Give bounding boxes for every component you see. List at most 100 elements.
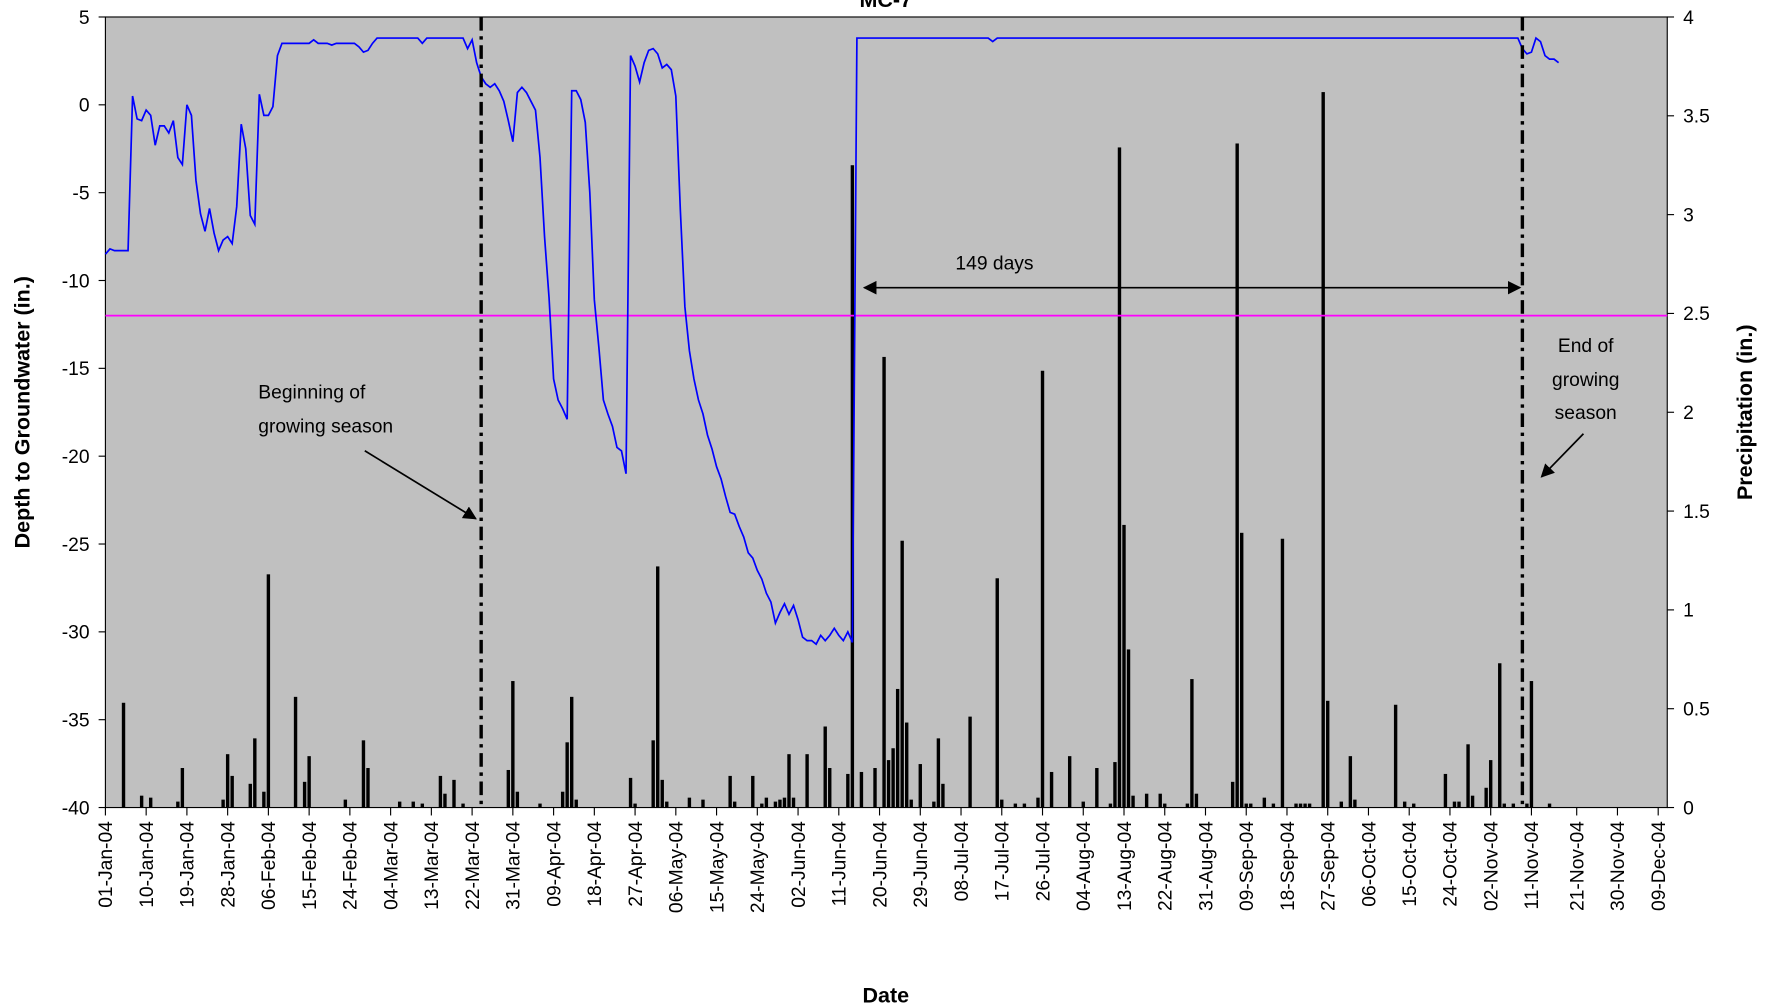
x-tick-label: 30-Nov-04 (1608, 821, 1629, 911)
bar (760, 803, 764, 808)
bar (1452, 801, 1457, 808)
x-tick-label: 18-Sep-04 (1278, 821, 1299, 911)
bar (1190, 679, 1194, 808)
bar (905, 722, 909, 808)
bar (511, 681, 515, 808)
y-tick-label: 0 (79, 96, 90, 117)
bar (1298, 803, 1303, 808)
bar (366, 768, 370, 808)
y-tick-label: -5 (72, 183, 89, 204)
bar (859, 771, 864, 808)
bar (751, 775, 755, 808)
annotations: Beginning of growing season End of growi… (258, 254, 1619, 438)
bar (995, 578, 999, 808)
bar (1457, 801, 1461, 808)
bar (230, 775, 234, 808)
bar (538, 803, 542, 808)
bar (1126, 649, 1131, 808)
y-tick-label: -25 (62, 535, 90, 556)
bar (941, 783, 945, 808)
bar (882, 356, 886, 808)
bar (633, 803, 637, 808)
bar (687, 797, 692, 808)
bar (895, 688, 900, 808)
x-tick-label: 22-Mar-04 (463, 821, 484, 910)
plot-area (104, 16, 1668, 809)
y-axis-label: Depth to Groundwater (in.) (11, 276, 35, 548)
bar (886, 760, 891, 808)
x-tick-label: 15-Oct-04 (1400, 821, 1421, 907)
x-tick-label: 04-Aug-04 (1074, 821, 1095, 911)
bar (307, 756, 311, 808)
x-tick-label: 20-Jun-04 (870, 821, 891, 908)
bar (1511, 803, 1516, 808)
x-tick-label: 27-Sep-04 (1319, 821, 1340, 911)
x-tick-label: 15-May-04 (707, 821, 728, 913)
x-tick-label: 13-Aug-04 (1115, 821, 1136, 911)
chart-title: MC-7 (859, 0, 912, 12)
bar (1049, 771, 1054, 808)
x-tick-label: 15-Feb-04 (300, 821, 321, 910)
x-tick-label: 09-Sep-04 (1237, 821, 1258, 911)
bar (1244, 803, 1248, 808)
bar (343, 799, 348, 808)
bar (1348, 756, 1353, 808)
bar (764, 797, 769, 808)
bar (560, 791, 565, 808)
line (104, 36, 1560, 646)
bar (773, 801, 778, 808)
annotation-text: 149 days (955, 254, 1033, 275)
y2-tick-label: 2.5 (1683, 304, 1710, 325)
bar (1393, 704, 1398, 808)
arrow (364, 450, 477, 520)
bar (1547, 803, 1552, 808)
y2-tick-label: 1.5 (1683, 502, 1710, 523)
y2-tick-label: 4 (1683, 8, 1694, 29)
bar (900, 540, 904, 808)
x-tick-label: 04-Mar-04 (381, 821, 402, 910)
bar (1466, 744, 1470, 808)
bar (1249, 803, 1253, 808)
bar (411, 801, 415, 808)
bar (1412, 803, 1416, 808)
x-tick-label: 22-Aug-04 (1156, 821, 1177, 911)
y2-tick-label: 2 (1683, 403, 1694, 424)
y2-axis-label: Precipitation (in.) (1733, 324, 1757, 500)
annotation-text: season (1555, 403, 1617, 424)
x-tick-label: 06-May-04 (667, 821, 688, 913)
bar (438, 775, 443, 808)
x-tick-label: 31-Mar-04 (504, 821, 525, 910)
bar (570, 696, 574, 808)
bar (660, 779, 664, 808)
bar (221, 799, 225, 808)
x-tick-label: 11-Nov-04 (1522, 821, 1543, 910)
bar (1326, 700, 1330, 808)
x-tick-label: 09-Dec-04 (1649, 821, 1670, 911)
bar (506, 769, 511, 808)
bar (225, 754, 230, 808)
bar (461, 803, 465, 808)
bar (1443, 773, 1448, 808)
bar (1158, 793, 1162, 808)
bar (1095, 768, 1099, 808)
x-tick-label: 21-Nov-04 (1568, 821, 1589, 911)
y-tick-label: -15 (62, 359, 90, 380)
x-tick-label: 27-Apr-04 (626, 821, 647, 907)
y-tick-label: -35 (62, 710, 90, 731)
bar (361, 740, 366, 808)
y-tick-label: 5 (79, 8, 90, 29)
y2-tick-label: 3.5 (1683, 107, 1710, 128)
bar (909, 799, 913, 808)
y2-tick-label: 0 (1683, 798, 1694, 819)
bar (651, 740, 655, 808)
bar (148, 797, 153, 808)
bar (1000, 799, 1004, 808)
bar (1163, 803, 1167, 808)
bar (1262, 797, 1267, 808)
bar (968, 716, 972, 808)
y2-tick-label: 0.5 (1683, 700, 1710, 721)
bar (728, 775, 732, 808)
bar (1280, 538, 1285, 808)
x-tick-label: 18-Apr-04 (585, 821, 606, 907)
